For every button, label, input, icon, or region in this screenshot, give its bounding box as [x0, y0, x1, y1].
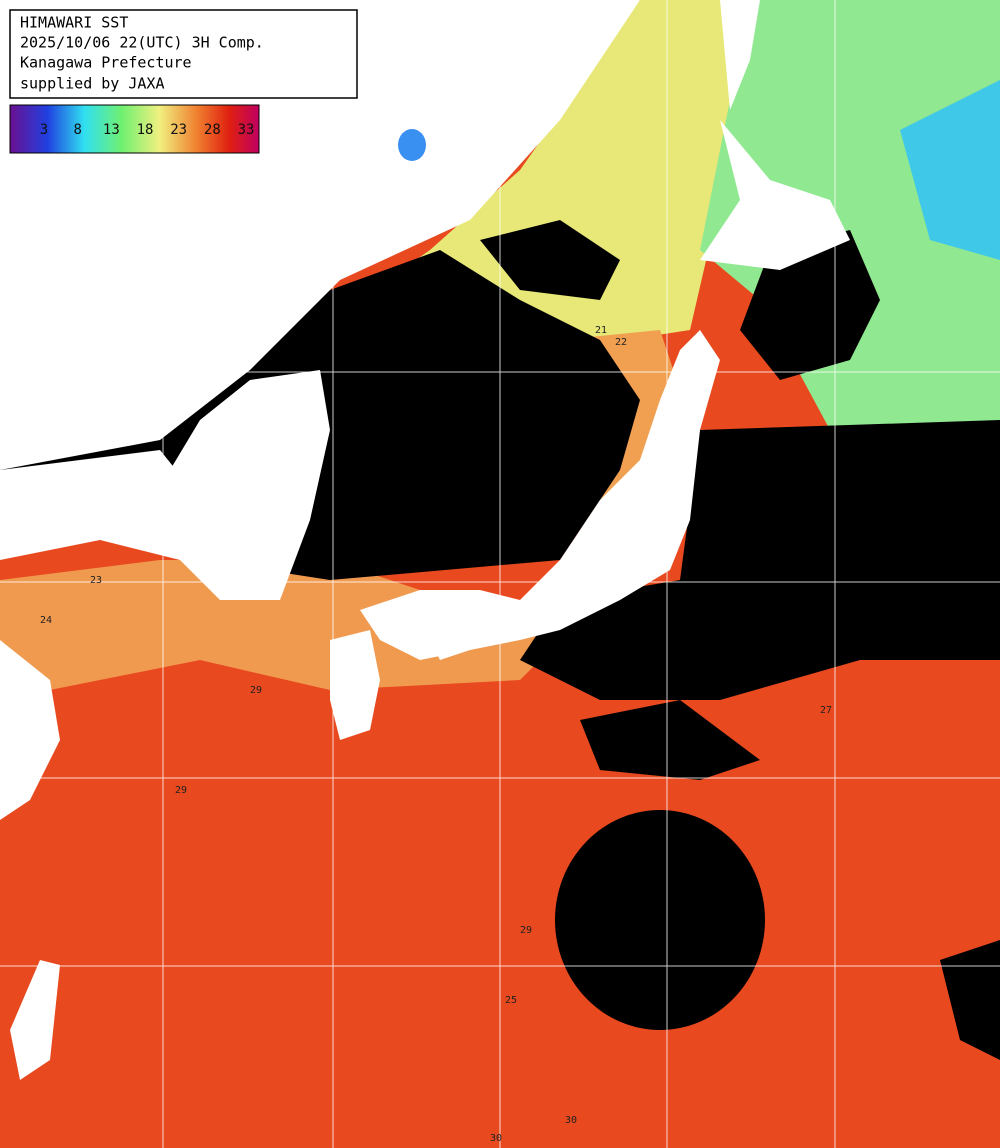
contour-label: 29 [175, 785, 187, 796]
cloud [520, 420, 1000, 700]
typhoon-cloud [555, 810, 765, 1030]
kyushu [330, 630, 380, 740]
cloud [580, 700, 760, 780]
colorbar-label: 33 [238, 122, 255, 138]
colorbar-labels: 3 8 13 18 23 28 33 [40, 122, 255, 138]
contour-labels: 21 22 23 24 29 29 29 30 30 27 25 [40, 325, 832, 1144]
sakhalin [720, 0, 760, 110]
colorbar-label: 28 [204, 122, 221, 138]
hokkaido [700, 120, 850, 270]
colorbar-label: 3 [40, 122, 48, 138]
header-line: Kanagawa Prefecture [20, 54, 192, 72]
contour-label: 25 [505, 995, 517, 1006]
header-line: supplied by JAXA [20, 75, 165, 93]
header-line: 2025/10/06 22(UTC) 3H Comp. [20, 34, 264, 52]
cold-sea [900, 80, 1000, 260]
contour-label: 30 [565, 1115, 577, 1126]
taiwan [10, 960, 60, 1080]
contour-label: 21 [595, 325, 607, 336]
contour-label: 24 [40, 615, 52, 626]
cloud [940, 940, 1000, 1060]
contour-label: 29 [250, 685, 262, 696]
colorbar-label: 18 [137, 122, 154, 138]
contour-label: 22 [615, 337, 627, 348]
china-coast [0, 450, 200, 560]
contour-label: 30 [490, 1133, 502, 1144]
lake [398, 129, 426, 161]
colorbar-label: 8 [73, 122, 81, 138]
korea [170, 370, 330, 600]
contour-label: 23 [90, 575, 102, 586]
shikoku [420, 610, 500, 660]
china-coast [0, 640, 60, 820]
contour-label: 27 [820, 705, 832, 716]
contour-label: 29 [520, 925, 532, 936]
header-box [9, 9, 358, 99]
header-line: HIMAWARI SST [20, 14, 128, 32]
colorbar-label: 23 [170, 122, 187, 138]
cloud [480, 220, 620, 300]
honshu [360, 330, 720, 660]
colorbar [9, 104, 260, 154]
colorbar-label: 13 [103, 122, 120, 138]
